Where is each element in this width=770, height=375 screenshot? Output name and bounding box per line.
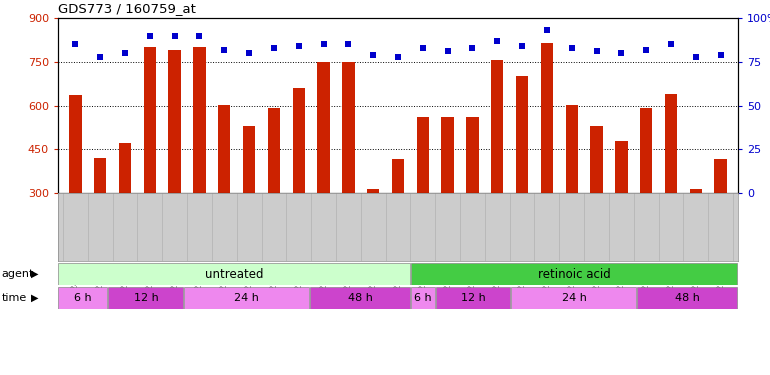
Text: 6 h: 6 h bbox=[414, 293, 432, 303]
Bar bbox=[69, 95, 82, 193]
Text: 24 h: 24 h bbox=[234, 293, 259, 303]
Point bbox=[94, 54, 106, 60]
Bar bbox=[565, 105, 578, 193]
Text: 12 h: 12 h bbox=[134, 293, 159, 303]
Bar bbox=[218, 105, 230, 193]
FancyBboxPatch shape bbox=[58, 288, 107, 309]
Bar bbox=[119, 143, 131, 193]
Point bbox=[690, 54, 702, 60]
Point bbox=[392, 54, 404, 60]
Point bbox=[665, 41, 677, 47]
Bar bbox=[94, 158, 106, 193]
FancyBboxPatch shape bbox=[410, 288, 435, 309]
Bar bbox=[640, 108, 652, 193]
Text: 6 h: 6 h bbox=[75, 293, 92, 303]
Text: GDS773 / 160759_at: GDS773 / 160759_at bbox=[58, 3, 196, 15]
Text: ▶: ▶ bbox=[31, 269, 38, 279]
Point bbox=[119, 50, 131, 56]
Point bbox=[417, 45, 429, 51]
Bar bbox=[392, 159, 404, 193]
FancyBboxPatch shape bbox=[511, 288, 636, 309]
Bar bbox=[193, 47, 206, 193]
FancyBboxPatch shape bbox=[638, 288, 737, 309]
Bar bbox=[491, 60, 504, 193]
Bar bbox=[516, 76, 528, 193]
Point bbox=[565, 45, 578, 51]
FancyBboxPatch shape bbox=[109, 288, 183, 309]
Bar bbox=[665, 94, 677, 193]
Text: ▶: ▶ bbox=[31, 293, 38, 303]
Text: 48 h: 48 h bbox=[348, 293, 373, 303]
Point bbox=[293, 43, 305, 49]
Bar bbox=[293, 88, 305, 193]
Text: time: time bbox=[2, 293, 27, 303]
Point bbox=[193, 33, 206, 39]
Bar bbox=[615, 141, 628, 193]
Text: agent: agent bbox=[2, 269, 34, 279]
Point bbox=[640, 46, 652, 53]
Point bbox=[516, 43, 528, 49]
Point bbox=[69, 41, 82, 47]
Text: untreated: untreated bbox=[205, 267, 263, 280]
Point bbox=[144, 33, 156, 39]
Point bbox=[467, 45, 479, 51]
Point bbox=[268, 45, 280, 51]
Bar bbox=[367, 189, 380, 193]
Bar bbox=[467, 117, 479, 193]
Point bbox=[342, 41, 354, 47]
FancyBboxPatch shape bbox=[58, 264, 410, 285]
Point bbox=[541, 27, 553, 33]
Point bbox=[491, 38, 504, 44]
Bar bbox=[144, 47, 156, 193]
Text: 12 h: 12 h bbox=[461, 293, 486, 303]
Bar bbox=[268, 108, 280, 193]
Text: 24 h: 24 h bbox=[562, 293, 587, 303]
Bar bbox=[715, 159, 727, 193]
Point bbox=[243, 50, 255, 56]
Bar bbox=[690, 189, 702, 193]
Bar bbox=[342, 62, 354, 193]
Text: 48 h: 48 h bbox=[675, 293, 700, 303]
Bar bbox=[169, 50, 181, 193]
FancyBboxPatch shape bbox=[184, 288, 309, 309]
Bar bbox=[441, 117, 454, 193]
Point bbox=[218, 46, 230, 53]
FancyBboxPatch shape bbox=[310, 288, 410, 309]
Point bbox=[591, 48, 603, 54]
Bar bbox=[243, 126, 256, 193]
Point bbox=[169, 33, 181, 39]
Bar bbox=[317, 62, 330, 193]
Point bbox=[367, 52, 380, 58]
FancyBboxPatch shape bbox=[436, 288, 511, 309]
Bar bbox=[417, 117, 429, 193]
Point bbox=[615, 50, 628, 56]
FancyBboxPatch shape bbox=[410, 264, 737, 285]
Text: retinoic acid: retinoic acid bbox=[538, 267, 611, 280]
Bar bbox=[591, 126, 603, 193]
Point bbox=[317, 41, 330, 47]
Point bbox=[441, 48, 454, 54]
Point bbox=[715, 52, 727, 58]
Bar bbox=[541, 43, 553, 193]
